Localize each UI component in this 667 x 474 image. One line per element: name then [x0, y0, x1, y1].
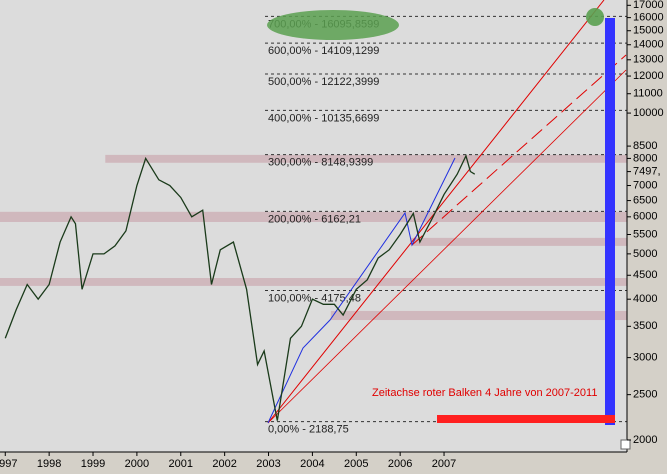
zone	[0, 277, 627, 286]
x-tick-label: 2006	[388, 458, 412, 470]
y-tick-label: 8000	[633, 152, 657, 164]
level-label: 600,00% - 14109,1299	[268, 45, 379, 57]
zone	[330, 310, 627, 321]
y-tick-label: 5000	[633, 248, 657, 260]
y-tick-label: 10000	[633, 107, 664, 119]
y-tick-label: 6000	[633, 211, 657, 223]
level-label: 300,00% - 8148,9399	[268, 157, 373, 169]
y-tick-label: 16000	[633, 12, 664, 24]
y-tick-label: 3000	[633, 352, 657, 364]
green-circle	[586, 8, 604, 26]
x-tick-label: 2000	[125, 458, 149, 470]
level-label: 500,00% - 12122,3999	[268, 76, 379, 88]
level-label: 400,00% - 10135,6699	[268, 112, 379, 124]
level-label: 100,00% - 4175,48	[268, 292, 361, 304]
x-tick-label: 2001	[169, 458, 193, 470]
x-tick-label: 2007	[432, 458, 456, 470]
y-tick-label: 4500	[633, 269, 657, 281]
x-tick-label: 1998	[37, 458, 61, 470]
trend-line	[267, 69, 627, 424]
y-tick-label: 3500	[633, 320, 657, 332]
green-ellipse	[267, 10, 399, 40]
y-tick-label: 2000	[633, 434, 657, 446]
x-tick-label: 2002	[212, 458, 236, 470]
y-tick-label: 6500	[633, 194, 657, 206]
blue-bar	[605, 18, 615, 425]
zone	[105, 154, 628, 163]
y-tick-label: 14000	[633, 39, 664, 51]
price-line	[4, 154, 476, 421]
y-tick-label: 8500	[633, 140, 657, 152]
zone	[410, 237, 627, 246]
y-tick-label: 5500	[633, 228, 657, 240]
x-tick-label: 1999	[81, 458, 105, 470]
y-tick-label: 4000	[633, 293, 657, 305]
x-tick-label: 2005	[344, 458, 368, 470]
x-tick-label: 1997	[0, 458, 18, 470]
y-tick-label: 7497,	[633, 165, 661, 177]
y-tick-label: 13000	[633, 54, 664, 66]
level-label: 0,00% - 2188,75	[268, 424, 349, 436]
wave-line	[267, 157, 456, 424]
y-tick-label: 2500	[633, 389, 657, 401]
y-tick-label: 7000	[633, 179, 657, 191]
x-tick-label: 2003	[256, 458, 280, 470]
red-bar	[437, 415, 615, 423]
corner-icon	[620, 439, 631, 450]
y-tick-label: 15000	[633, 25, 664, 37]
y-tick-label: 12000	[633, 70, 664, 82]
y-tick-label: 17000	[633, 0, 664, 11]
level-label: 200,00% - 6162,21	[268, 213, 361, 225]
plot-background	[0, 0, 627, 452]
annotation: Zeitachse roter Balken 4 Jahre von 2007-…	[372, 387, 597, 399]
x-tick-label: 2004	[300, 458, 324, 470]
y-tick-label: 11000	[633, 88, 663, 100]
zone	[0, 211, 627, 222]
trend-line-dashed	[411, 54, 627, 246]
